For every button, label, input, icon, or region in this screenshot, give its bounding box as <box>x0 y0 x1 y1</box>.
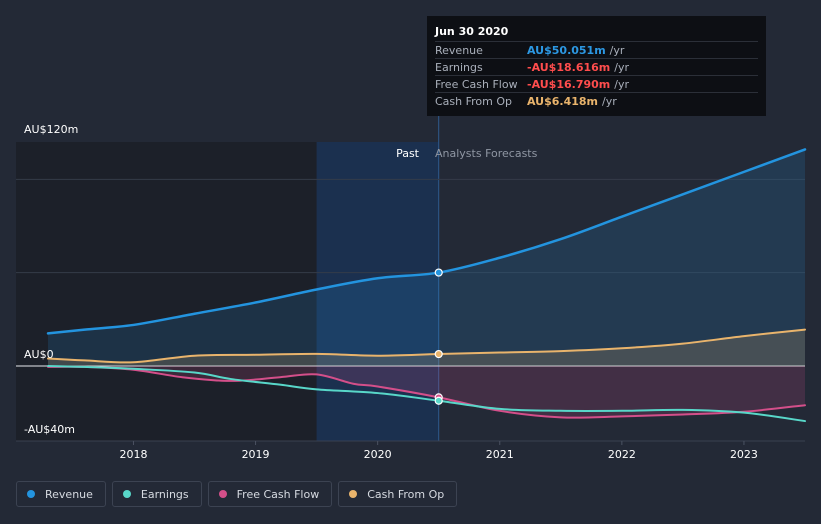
tooltip-unit: /yr <box>614 60 629 74</box>
x-tick-label: 2023 <box>730 448 758 461</box>
forecast-label: Analysts Forecasts <box>435 147 538 160</box>
tooltip-value: -AU$18.616m <box>527 60 611 74</box>
marker-revenue <box>434 268 443 277</box>
x-tick-label: 2022 <box>608 448 636 461</box>
gridline-layer <box>16 178 805 445</box>
tooltip-label: Free Cash Flow <box>435 77 518 91</box>
tooltip-row-free-cash-flow: Free Cash Flow -AU$16.790m /yr <box>435 75 758 92</box>
tooltip-label: Earnings <box>435 60 483 74</box>
legend-dot-icon <box>349 490 358 498</box>
y-tick-label: AU$120m <box>24 123 78 136</box>
legend-item-free-cash-flow[interactable]: Free Cash Flow <box>207 481 333 507</box>
line-earnings <box>47 365 806 423</box>
line-cash-from-op <box>47 328 806 364</box>
tooltip-value: AU$6.418m <box>527 94 599 108</box>
legend: Revenue Earnings Free Cash Flow Cash Fro… <box>16 481 458 507</box>
series-line-layer <box>46 148 807 423</box>
line-revenue <box>46 148 807 335</box>
legend-label: Cash From Op <box>367 487 445 501</box>
marker-layer <box>434 268 443 405</box>
tooltip-row-revenue: Revenue AU$50.051m /yr <box>435 41 758 58</box>
tooltip-unit: /yr <box>614 77 629 91</box>
y-tick-label: -AU$40m <box>24 423 75 436</box>
past-shade <box>16 142 317 441</box>
line-free-cash-flow <box>47 365 806 419</box>
tooltip-row-cash-from-op: Cash From Op AU$6.418m /yr <box>435 92 758 109</box>
legend-label: Revenue <box>45 487 93 501</box>
label-layer: Past Analysts Forecasts AU$120m AU$0 -AU$4… <box>24 123 758 461</box>
marker-earnings <box>434 396 443 405</box>
x-tick-label: 2019 <box>242 448 270 461</box>
tooltip-row-earnings: Earnings -AU$18.616m /yr <box>435 58 758 75</box>
chart-background-layer <box>16 116 440 441</box>
legend-dot-icon <box>122 490 131 498</box>
tooltip-value: -AU$16.790m <box>527 77 611 91</box>
x-tick-label: 2020 <box>364 448 392 461</box>
tooltip-label: Cash From Op <box>435 94 513 108</box>
marker-cash-from-op <box>434 349 443 359</box>
x-tick-label: 2018 <box>119 448 147 461</box>
tooltip-label: Revenue <box>435 43 483 57</box>
legend-dot-icon <box>218 490 227 498</box>
tooltip-unit: /yr <box>602 94 617 108</box>
area-cash-from-op <box>48 329 805 366</box>
past-label: Past <box>396 147 420 160</box>
legend-item-cash-from-op[interactable]: Cash From Op <box>338 481 458 507</box>
legend-dot-icon <box>27 490 35 498</box>
tooltip: Jun 30 2020 Revenue AU$50.051m /yr Earni… <box>427 16 766 116</box>
legend-item-earnings[interactable]: Earnings <box>111 481 202 507</box>
tooltip-date: Jun 30 2020 <box>435 25 509 38</box>
legend-item-revenue[interactable]: Revenue <box>16 481 106 507</box>
tooltip-value: AU$50.051m <box>527 43 606 57</box>
legend-label: Free Cash Flow <box>236 487 320 501</box>
x-tick-label: 2021 <box>486 448 514 461</box>
y-tick-label: AU$0 <box>24 348 54 361</box>
legend-label: Earnings <box>140 487 189 501</box>
tooltip-unit: /yr <box>609 43 625 57</box>
area-revenue <box>48 149 805 366</box>
